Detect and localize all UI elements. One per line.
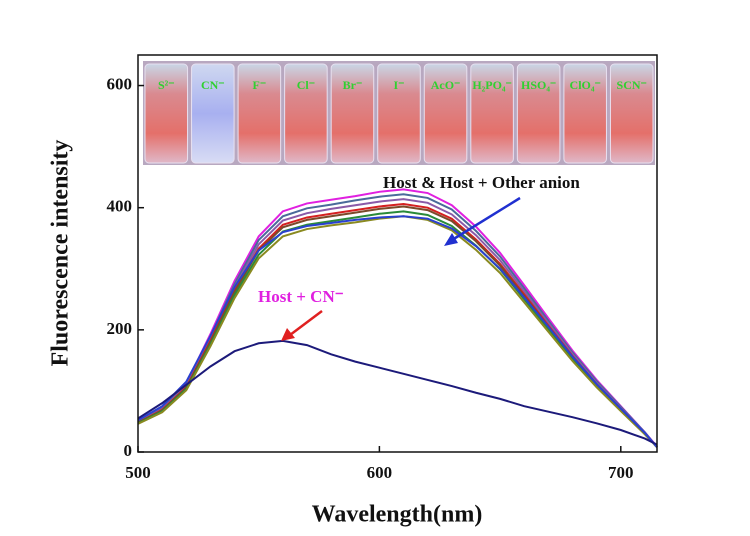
- inset-label: F⁻: [253, 78, 267, 92]
- inset-label: H₂PO₄⁻: [472, 78, 512, 92]
- inset-label: ClO₄⁻: [570, 78, 601, 92]
- arrow-head: [444, 233, 458, 246]
- x-tick-label: 700: [608, 463, 634, 482]
- annotation: Host + CN⁻: [258, 287, 344, 306]
- vial: [330, 63, 375, 164]
- inset-label: HSO₄⁻: [521, 78, 556, 92]
- arrow-shaft: [289, 310, 323, 336]
- vial: [377, 63, 421, 164]
- inset-label: SCN⁻: [617, 78, 647, 92]
- vial: [237, 63, 282, 164]
- annotation: Host & Host + Other anion: [383, 173, 580, 192]
- y-tick-label: 400: [107, 197, 133, 216]
- inset-label: CN⁻: [201, 78, 225, 92]
- series-line: [137, 339, 658, 446]
- x-tick-label: 600: [367, 463, 393, 482]
- x-axis-label: Wavelength(nm): [312, 502, 483, 528]
- vial: [144, 63, 189, 164]
- vial: [609, 63, 654, 164]
- arrow-shaft: [451, 196, 521, 242]
- y-tick-label: 600: [107, 74, 133, 93]
- y-tick-label: 200: [107, 319, 133, 338]
- arrow: [444, 196, 521, 246]
- inset-label: I⁻: [393, 78, 404, 92]
- y-axis-label: Fluorescence intensity: [48, 140, 74, 367]
- vial: [284, 63, 328, 164]
- inset-label: AcO⁻: [431, 78, 461, 92]
- plot-frame: [137, 54, 658, 453]
- x-tick-label: 500: [125, 463, 151, 482]
- y-tick-label: 0: [124, 441, 133, 460]
- vial: [423, 63, 468, 164]
- vial: [470, 63, 514, 164]
- inset-label: Br⁻: [343, 78, 363, 92]
- arrow-head: [281, 328, 295, 341]
- arrow: [281, 310, 323, 341]
- vial: [563, 63, 607, 164]
- series-line: [137, 210, 658, 448]
- series-line: [137, 215, 658, 448]
- series-line: [137, 188, 658, 448]
- vial: [191, 63, 235, 164]
- inset-label: S²⁻: [158, 78, 175, 92]
- vial: [516, 63, 561, 164]
- inset-photo: S²⁻ CN⁻ F⁻ Cl⁻ Br⁻ I⁻ AcO⁻ H₂PO₄⁻ HSO₄⁻ ClO₄⁻ SCN⁻: [143, 61, 655, 165]
- inset-label: Cl⁻: [297, 78, 315, 92]
